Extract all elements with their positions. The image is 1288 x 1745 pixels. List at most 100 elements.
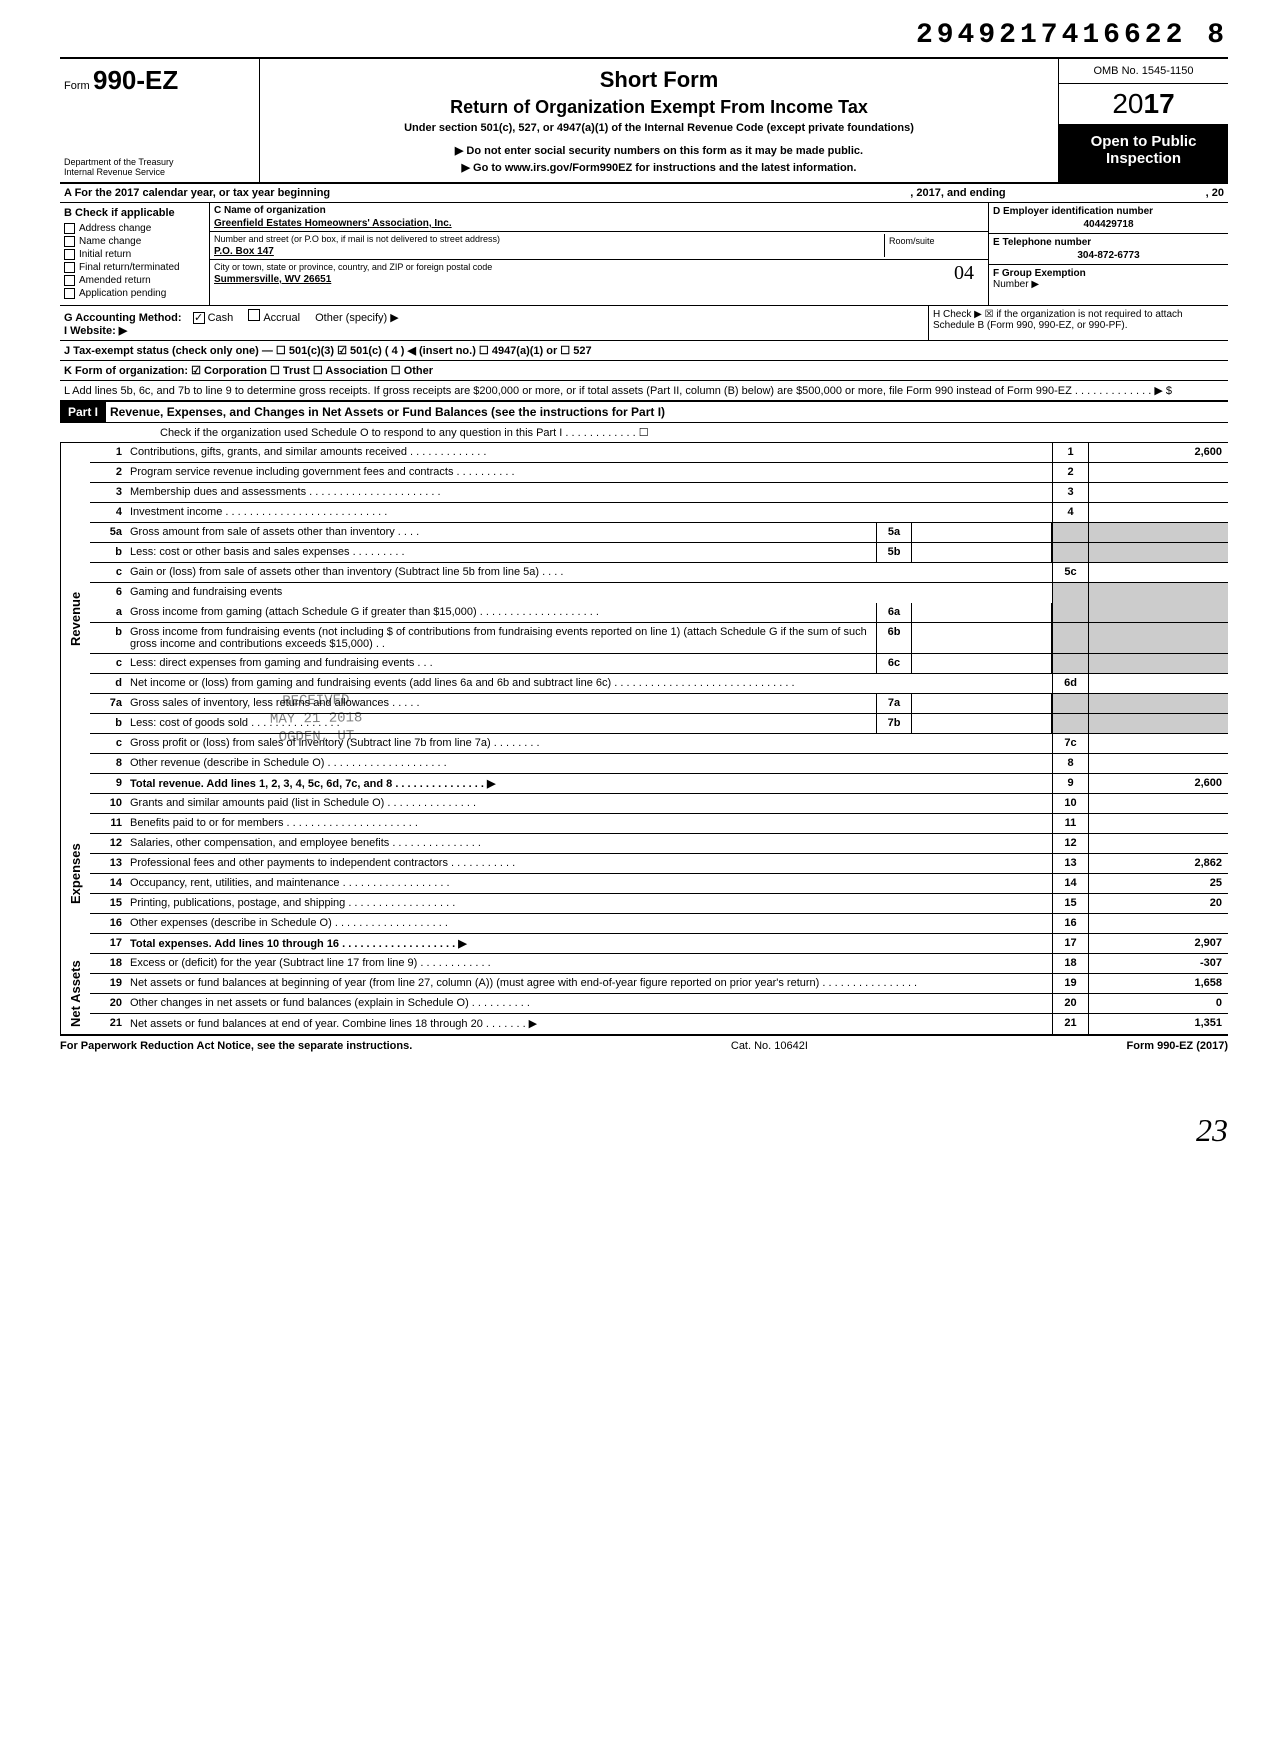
row-a-text: A For the 2017 calendar year, or tax yea…	[64, 187, 330, 199]
line-9-text: Total revenue. Add lines 1, 2, 3, 4, 5c,…	[130, 778, 495, 790]
row-a-mid: , 2017, and ending	[910, 187, 1005, 199]
chk-label: Initial return	[79, 249, 131, 260]
line-6-text: Gaming and fundraising events	[126, 583, 1052, 603]
chk-final-return[interactable]: Final return/terminated	[64, 262, 205, 273]
accrual-label: Accrual	[263, 312, 300, 324]
open-pub-2: Inspection	[1106, 150, 1181, 167]
line-12-text: Salaries, other compensation, and employ…	[126, 834, 1052, 853]
omb-number: OMB No. 1545-1150	[1059, 59, 1228, 84]
line-6d-text: Net income or (loss) from gaming and fun…	[126, 674, 1052, 693]
city-label: City or town, state or province, country…	[214, 262, 944, 272]
line-18-text: Excess or (deficit) for the year (Subtra…	[126, 954, 1052, 973]
phone-label: E Telephone number	[993, 237, 1224, 248]
chk-application-pending[interactable]: Application pending	[64, 288, 205, 299]
revenue-side-label: Revenue	[60, 443, 90, 794]
chk-address-change[interactable]: Address change	[64, 223, 205, 234]
addr-label: Number and street (or P.O box, if mail i…	[214, 234, 884, 244]
form-label: Form	[64, 80, 90, 92]
line-6b-num: 6b	[876, 623, 912, 653]
website-label: I Website: ▶	[64, 325, 127, 337]
line-12-val	[1088, 834, 1228, 853]
chk-name-change[interactable]: Name change	[64, 236, 205, 247]
line-5c-text: Gain or (loss) from sale of assets other…	[126, 563, 1052, 582]
line-6c-num: 6c	[876, 654, 912, 673]
chk-initial-return[interactable]: Initial return	[64, 249, 205, 260]
footer-right: Form 990-EZ (2017)	[1127, 1040, 1228, 1052]
row-gh: G Accounting Method: ✓Cash Accrual Other…	[60, 306, 1228, 341]
line-18-val: -307	[1088, 954, 1228, 973]
net-assets-section: Net Assets 18Excess or (deficit) for the…	[60, 954, 1228, 1036]
line-17-val: 2,907	[1088, 934, 1228, 953]
dept-line2: Internal Revenue Service	[64, 167, 165, 177]
col-b-hdr: B Check if applicable	[64, 207, 205, 219]
row-j: J Tax-exempt status (check only one) — ☐…	[60, 341, 1228, 361]
row-k: K Form of organization: ☑ Corporation ☐ …	[60, 361, 1228, 381]
other-label: Other (specify) ▶	[315, 312, 399, 324]
line-2-val	[1088, 463, 1228, 482]
line-5b-text: Less: cost or other basis and sales expe…	[126, 543, 876, 562]
chk-label: Address change	[79, 223, 151, 234]
line-8-text: Other revenue (describe in Schedule O) .…	[126, 754, 1052, 773]
line-6b-text: Gross income from fundraising events (no…	[126, 623, 876, 653]
short-form-title: Short Form	[266, 67, 1052, 93]
chk-label: Application pending	[79, 288, 166, 299]
part1-header-row: Part I Revenue, Expenses, and Changes in…	[60, 402, 1228, 423]
line-14-text: Occupancy, rent, utilities, and maintena…	[126, 874, 1052, 893]
col-b: B Check if applicable Address change Nam…	[60, 203, 210, 305]
line-10-val	[1088, 794, 1228, 813]
line-9-val: 2,600	[1088, 774, 1228, 793]
line-7a-text: Gross sales of inventory, less returns a…	[126, 694, 876, 713]
handwritten-page-number: 23	[60, 1112, 1228, 1149]
line-7b-num: 7b	[876, 714, 912, 733]
chk-label: Amended return	[79, 275, 151, 286]
part1-badge: Part I	[60, 402, 106, 422]
line-6a-num: 6a	[876, 603, 912, 622]
dept-line1: Department of the Treasury	[64, 157, 174, 167]
accounting-method-label: G Accounting Method:	[64, 312, 182, 324]
arrow-line-2: ▶ Go to www.irs.gov/Form990EZ for instru…	[266, 161, 1052, 174]
handwritten-04: 04	[944, 262, 984, 285]
dept-treasury: Department of the Treasury Internal Reve…	[64, 158, 174, 178]
group-exemption-value: Number ▶	[993, 279, 1224, 290]
line-8-val	[1088, 754, 1228, 773]
arrow-line-1: ▶ Do not enter social security numbers o…	[266, 144, 1052, 157]
group-exemption-label: F Group Exemption	[993, 268, 1086, 279]
h-check: H Check ▶ ☒ if the organization is not r…	[928, 306, 1228, 340]
line-14-val: 25	[1088, 874, 1228, 893]
line-1-val: 2,600	[1088, 443, 1228, 462]
net-assets-side-label: Net Assets	[60, 954, 90, 1034]
open-public-inspection: Open to Public Inspection	[1059, 125, 1228, 182]
line-20-val: 0	[1088, 994, 1228, 1013]
line-3-text: Membership dues and assessments . . . . …	[126, 483, 1052, 502]
line-17-text: Total expenses. Add lines 10 through 16 …	[130, 938, 467, 950]
org-name-value: Greenfield Estates Homeowners' Associati…	[214, 218, 984, 229]
line-19-val: 1,658	[1088, 974, 1228, 993]
line-10-text: Grants and similar amounts paid (list in…	[126, 794, 1052, 813]
line-5c-val	[1088, 563, 1228, 582]
expenses-side-label: Expenses	[60, 794, 90, 954]
year-suffix: 17	[1144, 88, 1175, 119]
chk-amended-return[interactable]: Amended return	[64, 275, 205, 286]
col-c: C Name of organization Greenfield Estate…	[210, 203, 988, 305]
phone-value: 304-872-6773	[993, 250, 1224, 261]
line-19-text: Net assets or fund balances at beginning…	[126, 974, 1052, 993]
row-a: A For the 2017 calendar year, or tax yea…	[60, 184, 1228, 203]
header-right: OMB No. 1545-1150 2017 Open to Public In…	[1058, 59, 1228, 182]
col-def: D Employer identification number 4044297…	[988, 203, 1228, 305]
line-5a-num: 5a	[876, 523, 912, 542]
line-11-text: Benefits paid to or for members . . . . …	[126, 814, 1052, 833]
addr-value: P.O. Box 147	[214, 246, 884, 257]
document-number: 2949217416622 8	[60, 20, 1228, 51]
form-number: 990-EZ	[93, 65, 178, 95]
line-16-val	[1088, 914, 1228, 933]
line-2-text: Program service revenue including govern…	[126, 463, 1052, 482]
chk-label: Final return/terminated	[79, 262, 180, 273]
tax-year: 2017	[1059, 84, 1228, 125]
line-5b-num: 5b	[876, 543, 912, 562]
line-15-text: Printing, publications, postage, and shi…	[126, 894, 1052, 913]
line-6a-text: Gross income from gaming (attach Schedul…	[126, 603, 876, 622]
year-prefix: 20	[1112, 88, 1143, 119]
line-6d-val	[1088, 674, 1228, 693]
footer-mid: Cat. No. 10642I	[731, 1040, 808, 1052]
line-1-text: Contributions, gifts, grants, and simila…	[126, 443, 1052, 462]
